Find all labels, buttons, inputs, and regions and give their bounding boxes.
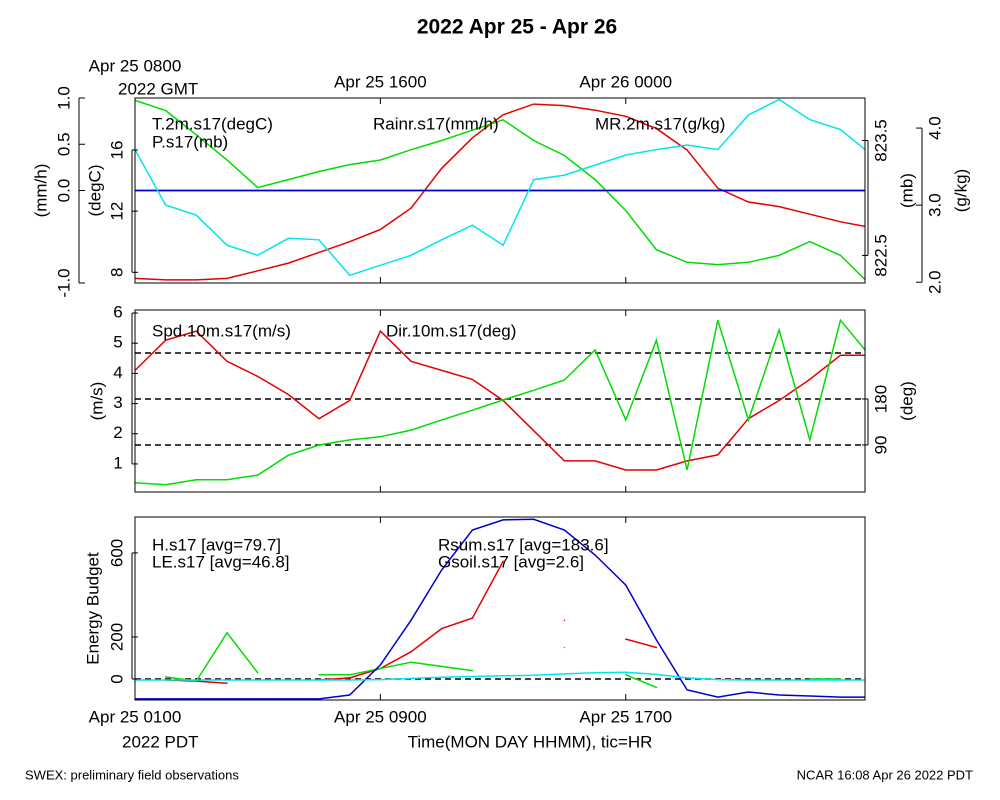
- y-tick-label: 12: [107, 202, 126, 221]
- y-tick-label: 4: [113, 363, 122, 382]
- legend-label: T.2m.s17(degC): [152, 114, 273, 133]
- legend-label: Rsum.s17 [avg=183.6]: [438, 535, 609, 554]
- series-line: [135, 671, 865, 681]
- series-line: [135, 518, 865, 700]
- plot-area: [135, 518, 865, 700]
- series-line: [135, 99, 865, 281]
- y-axis-label: (mm/h): [31, 164, 50, 218]
- top-axis-note: 2022 GMT: [118, 79, 198, 98]
- x-axis-label: Time(MON DAY HHMM), tic=HR: [408, 732, 653, 751]
- series-line: [625, 674, 658, 689]
- y-tick-label: 200: [107, 623, 126, 651]
- y-tick-label: 1.0: [54, 86, 73, 110]
- footer-right: NCAR 16:08 Apr 26 2022 PDT: [797, 767, 973, 782]
- panel-frame: [134, 516, 866, 701]
- series-line: [318, 661, 474, 676]
- y-tick-label: 6: [113, 303, 122, 322]
- chart-title: 2022 Apr 25 - Apr 26: [417, 16, 617, 39]
- y-axis-label: (degC): [85, 165, 104, 217]
- y-tick-label: 0: [107, 674, 126, 683]
- y-tick-label: 3.0: [925, 193, 944, 217]
- panel-frame: [134, 309, 866, 493]
- y-tick-label: 3: [113, 393, 122, 412]
- legend-label: H.s17 [avg=79.7]: [152, 535, 281, 554]
- y-axis-label: (deg): [897, 381, 916, 421]
- y-tick-label: 90: [871, 436, 890, 455]
- series-line: [135, 318, 865, 486]
- y-axis-label: (m/s): [87, 382, 106, 421]
- legend-label: Dir.10m.s17(deg): [386, 321, 516, 340]
- y-tick-label: 0.5: [54, 132, 73, 156]
- y-tick-label: 822.5: [871, 234, 890, 277]
- legend-label: Gsoil.s17 [avg=2.6]: [438, 552, 584, 571]
- top-tick-label: Apr 26 0000: [579, 72, 672, 91]
- y-tick-label: 0.0: [54, 179, 73, 203]
- y-tick-label: 180: [871, 385, 890, 413]
- bottom-axis-note: 2022 PDT: [122, 732, 199, 751]
- series-line: [318, 560, 504, 681]
- y-tick-label: 5: [113, 333, 122, 352]
- y-axis-label: Energy Budget: [83, 552, 102, 665]
- top-tick-label: Apr 25 0800: [89, 56, 182, 75]
- series-line: [135, 98, 865, 277]
- legend-label: Rainr.s17(mm/h): [373, 114, 499, 133]
- x-tick-label: Apr 25 0100: [89, 707, 182, 726]
- y-axis-label: (mb): [897, 173, 916, 208]
- y-tick-label: 8: [107, 268, 126, 277]
- legend-label: MR.2m.s17(g/kg): [595, 114, 725, 133]
- y-tick-label: -1.0: [54, 268, 73, 297]
- y-tick-label: 2.0: [925, 270, 944, 294]
- x-tick-label: Apr 25 1700: [579, 707, 672, 726]
- y-tick-label: 1: [113, 453, 122, 472]
- panel-frame: [134, 97, 866, 284]
- plot-area: [135, 98, 865, 281]
- y-axis-label: (g/kg): [951, 169, 970, 212]
- series-line: [164, 631, 259, 682]
- y-tick-label: 600: [107, 539, 126, 567]
- legend-label: LE.s17 [avg=46.8]: [152, 552, 290, 571]
- legend-label: Spd.10m.s17(m/s): [152, 321, 291, 340]
- y-tick-label: 4.0: [925, 116, 944, 140]
- footer-left: SWEX: preliminary field observations: [25, 767, 239, 782]
- y-tick-label: 16: [107, 141, 126, 160]
- legend-label: P.s17(mb): [152, 132, 228, 151]
- series-line: [625, 638, 658, 649]
- x-tick-label: Apr 25 0900: [334, 707, 427, 726]
- plot-area: [135, 318, 865, 486]
- y-tick-label: 2: [113, 423, 122, 442]
- top-tick-label: Apr 25 1600: [334, 72, 427, 91]
- y-tick-label: 823.5: [871, 119, 890, 162]
- series-line: [135, 103, 865, 281]
